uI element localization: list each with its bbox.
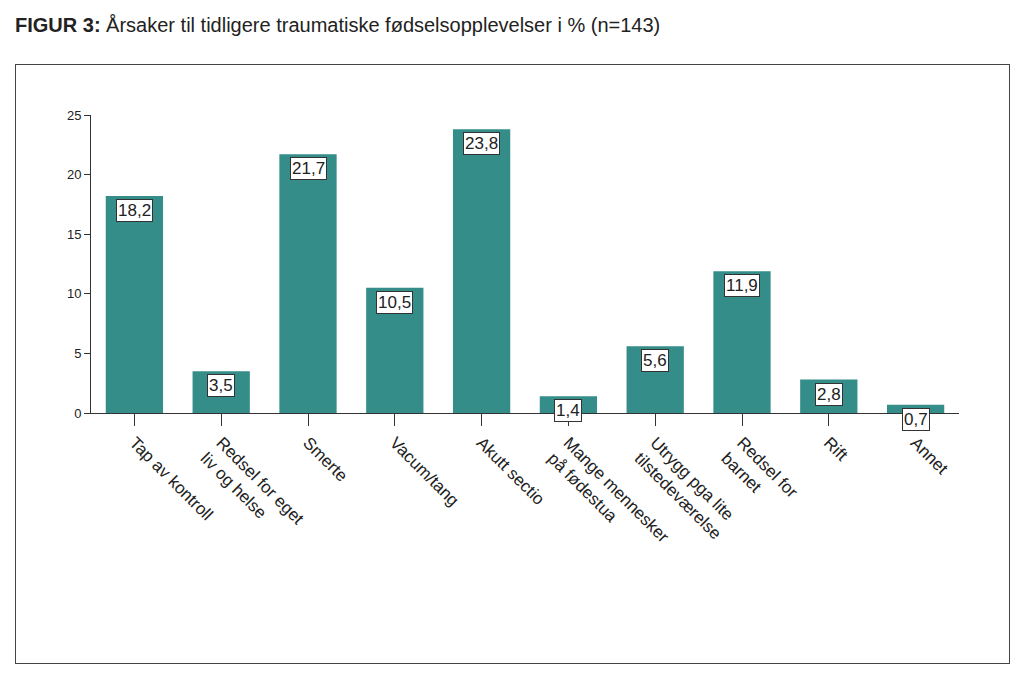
svg-text:10,5: 10,5 bbox=[378, 293, 411, 312]
svg-text:15: 15 bbox=[67, 227, 81, 242]
svg-text:10: 10 bbox=[67, 286, 81, 301]
svg-text:23,8: 23,8 bbox=[465, 134, 498, 153]
svg-text:Annet: Annet bbox=[907, 433, 952, 478]
svg-text:11,9: 11,9 bbox=[726, 276, 758, 295]
svg-text:2,8: 2,8 bbox=[817, 385, 841, 404]
svg-text:Smerte: Smerte bbox=[299, 433, 351, 485]
svg-text:Redsel forbarnet: Redsel forbarnet bbox=[718, 433, 802, 517]
svg-text:Tap av kontroll: Tap av kontroll bbox=[126, 433, 217, 524]
svg-text:3,5: 3,5 bbox=[209, 376, 233, 395]
svg-text:Redsel for egetliv og helse: Redsel for egetliv og helse bbox=[197, 433, 308, 544]
svg-text:1,4: 1,4 bbox=[556, 401, 580, 420]
svg-text:5,6: 5,6 bbox=[643, 351, 667, 370]
svg-text:25: 25 bbox=[67, 108, 81, 123]
svg-text:Rift: Rift bbox=[820, 433, 852, 465]
svg-text:0: 0 bbox=[74, 406, 81, 421]
html-text:FIGUR 3: Årsaker til tidligere: FIGUR 3: Årsaker til tidligere traumatis… bbox=[15, 14, 661, 36]
svg-text:5: 5 bbox=[74, 346, 81, 361]
svg-text:21,7: 21,7 bbox=[292, 159, 325, 178]
svg-text:Mange menneskerpå fødestua: Mange menneskerpå fødestua bbox=[544, 433, 673, 562]
svg-text:Utrygg pga litetilstedeværelse: Utrygg pga litetilstedeværelse bbox=[631, 433, 741, 543]
svg-text:Vacum/tang: Vacum/tang bbox=[386, 433, 463, 510]
svg-text:0,7: 0,7 bbox=[904, 410, 928, 429]
svg-text:Akutt sectio: Akutt sectio bbox=[473, 433, 549, 509]
svg-text:18,2: 18,2 bbox=[118, 201, 151, 220]
svg-text:20: 20 bbox=[67, 167, 81, 182]
